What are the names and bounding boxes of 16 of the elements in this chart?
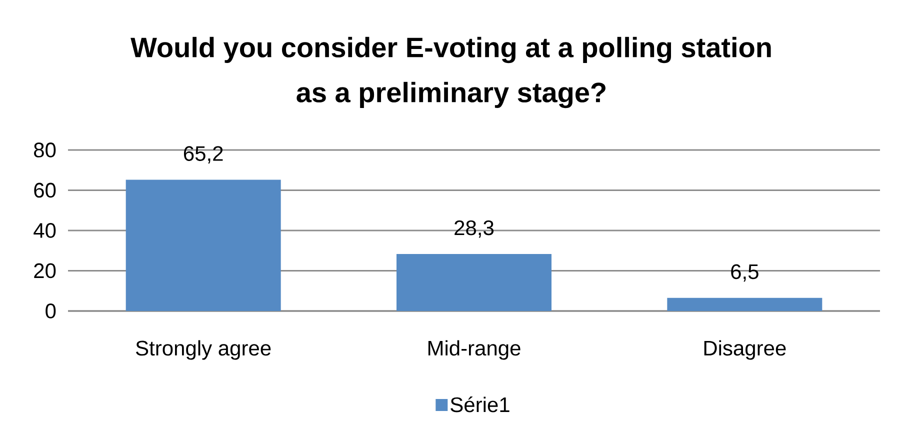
- data-label: 65,2: [184, 146, 223, 164]
- bar: [667, 298, 822, 311]
- y-tick-label: 40: [34, 223, 56, 238]
- bar: [396, 254, 552, 311]
- y-tick-label: 80: [34, 142, 56, 158]
- chart-title: Would you consider E-voting at a polling station as a preliminary stage?: [130, 36, 771, 108]
- x-tick-label: Strongly agree: [136, 340, 271, 360]
- y-tick-label: 20: [34, 263, 56, 278]
- y-tick-label: 0: [46, 304, 56, 318]
- data-label: 6,5: [731, 264, 758, 282]
- x-tick-label: Disagree: [704, 340, 786, 360]
- data-label: 28,3: [454, 220, 494, 238]
- legend-label: Série1: [450, 396, 510, 412]
- y-tick-label: 60: [34, 182, 56, 198]
- bar: [126, 180, 281, 311]
- x-tick-label: Mid-range: [428, 340, 520, 360]
